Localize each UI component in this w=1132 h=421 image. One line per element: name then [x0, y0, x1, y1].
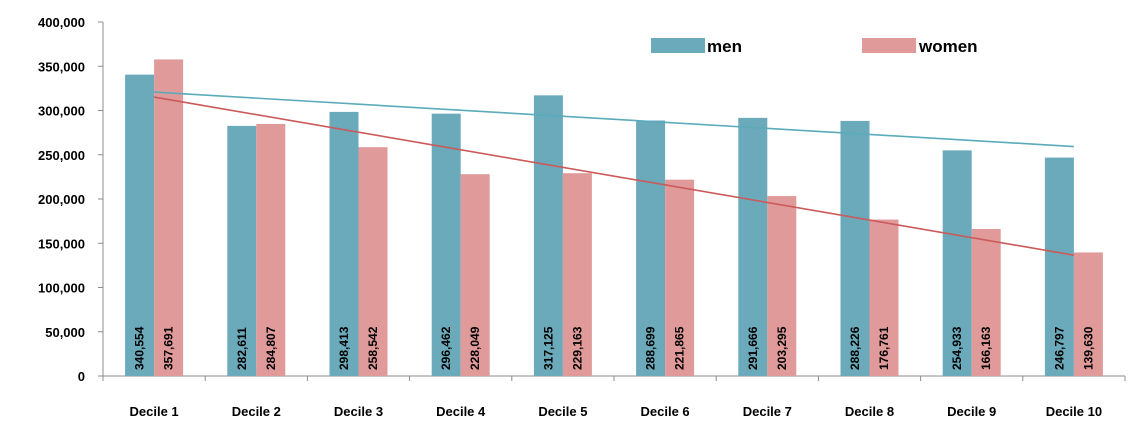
legend-swatch-women: [862, 38, 916, 53]
y-tick-label: 300,000: [38, 104, 85, 119]
labels: 340,554 357,691 282,611 284,807 298,413 258,5…: [133, 326, 1096, 370]
bar-value-label-men: 254,933: [950, 326, 964, 370]
x-category-label: Decile 9: [947, 404, 996, 419]
bar-men: [636, 120, 666, 376]
bar-value-label-women: 176,761: [877, 326, 891, 370]
trendlines: [153, 91, 1075, 256]
x-category-label: Decile 6: [641, 404, 690, 419]
bar-value-label-women: 203,295: [775, 326, 789, 370]
trendline-men: [154, 91, 1074, 148]
bar-value-label-women: 258,542: [366, 326, 380, 370]
x-category-label: Decile 1: [130, 404, 179, 419]
bar-value-label-men: 340,554: [133, 326, 147, 370]
y-tick-label: 350,000: [38, 59, 85, 74]
bar-value-label-men: 282,611: [235, 327, 249, 370]
bar-women: [358, 147, 388, 376]
x-category-label: Decile 2: [232, 404, 281, 419]
y-tick-label: 50,000: [45, 325, 85, 340]
bar-value-label-men: 288,699: [644, 326, 658, 370]
bar-value-label-women: 166,163: [979, 326, 993, 370]
x-category-label: Decile 10: [1046, 404, 1102, 419]
bar-women: [154, 59, 184, 376]
y-tick-label: 400,000: [38, 15, 85, 30]
bar-men: [227, 125, 257, 376]
bar-value-label-men: 298,413: [337, 326, 351, 370]
legend-label-women: women: [918, 37, 978, 56]
trendline-women: [153, 96, 1075, 256]
bar-value-label-women: 357,691: [162, 326, 176, 370]
bar-value-label-men: 288,226: [848, 326, 862, 370]
bar-women: [256, 123, 286, 377]
bar-men: [125, 74, 155, 376]
bars: [125, 59, 1103, 377]
y-tick-label: 200,000: [38, 192, 85, 207]
bar-value-label-men: 317,125: [541, 326, 555, 370]
bar-men: [738, 117, 768, 377]
bar-value-label-women: 229,163: [570, 326, 584, 370]
legend-label-men: men: [707, 37, 742, 56]
bar-women: [971, 228, 1001, 376]
bar-women: [1073, 252, 1103, 376]
bar-men: [942, 150, 972, 376]
bar-value-label-women: 228,049: [468, 326, 482, 370]
x-category-label: Decile 5: [538, 404, 587, 419]
bar-value-label-women: 284,807: [264, 326, 278, 370]
bar-men: [431, 113, 461, 376]
bar-value-label-men: 296,462: [439, 326, 453, 370]
y-tick-label: 150,000: [38, 236, 85, 251]
bar-value-label-men: 291,666: [746, 326, 760, 370]
bar-value-label-women: 221,865: [673, 326, 687, 370]
bar-women: [767, 196, 797, 376]
bar-value-label-women: 139,630: [1081, 326, 1095, 370]
x-category-label: Decile 8: [845, 404, 894, 419]
x-category-label: Decile 3: [334, 404, 383, 419]
x-category-label: Decile 4: [436, 404, 486, 419]
bar-value-label-men: 246,797: [1052, 326, 1066, 370]
bar-women: [460, 174, 490, 376]
bar-women: [869, 219, 899, 376]
x-category-label: Decile 7: [743, 404, 792, 419]
bar-men: [329, 111, 359, 377]
bar-men: [840, 120, 870, 377]
bar-women: [562, 173, 592, 376]
y-tick-label: 0: [78, 369, 85, 384]
legend-swatch-men: [651, 38, 705, 53]
bar-men: [533, 95, 563, 377]
bar-women: [665, 179, 695, 376]
y-tick-label: 100,000: [38, 281, 85, 296]
legend: men women: [651, 37, 978, 56]
y-tick-label: 250,000: [38, 148, 85, 163]
axes: 0 50,000 100,000 150,000 200,000 250,000 300,0…: [38, 15, 1126, 419]
bar-men: [1044, 157, 1074, 376]
